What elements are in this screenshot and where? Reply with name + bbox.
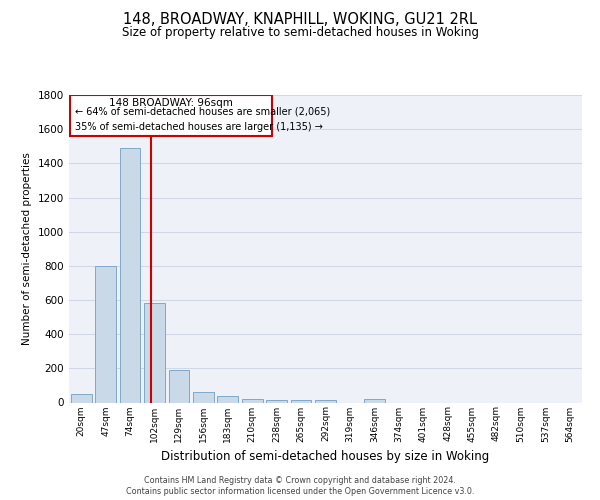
Bar <box>119 148 140 403</box>
Bar <box>95 266 116 402</box>
Text: ← 64% of semi-detached houses are smaller (2,065): ← 64% of semi-detached houses are smalle… <box>75 106 331 117</box>
Text: Contains HM Land Registry data © Crown copyright and database right 2024.: Contains HM Land Registry data © Crown c… <box>144 476 456 485</box>
Text: 148 BROADWAY: 96sqm: 148 BROADWAY: 96sqm <box>109 98 233 108</box>
Text: Size of property relative to semi-detached houses in Woking: Size of property relative to semi-detach… <box>121 26 479 39</box>
Text: 35% of semi-detached houses are larger (1,135) →: 35% of semi-detached houses are larger (… <box>75 122 323 132</box>
Bar <box>71 394 92 402</box>
Bar <box>169 370 190 402</box>
Bar <box>70 95 272 136</box>
Text: 148, BROADWAY, KNAPHILL, WOKING, GU21 2RL: 148, BROADWAY, KNAPHILL, WOKING, GU21 2R… <box>123 12 477 28</box>
Bar <box>266 400 287 402</box>
Bar <box>144 304 165 402</box>
Text: Contains public sector information licensed under the Open Government Licence v3: Contains public sector information licen… <box>126 487 474 496</box>
Bar <box>364 399 385 402</box>
Y-axis label: Number of semi-detached properties: Number of semi-detached properties <box>22 152 32 345</box>
Bar <box>290 400 311 402</box>
Bar <box>315 400 336 402</box>
Bar <box>193 392 214 402</box>
X-axis label: Distribution of semi-detached houses by size in Woking: Distribution of semi-detached houses by … <box>161 450 490 463</box>
Bar <box>242 399 263 402</box>
Bar <box>217 396 238 402</box>
